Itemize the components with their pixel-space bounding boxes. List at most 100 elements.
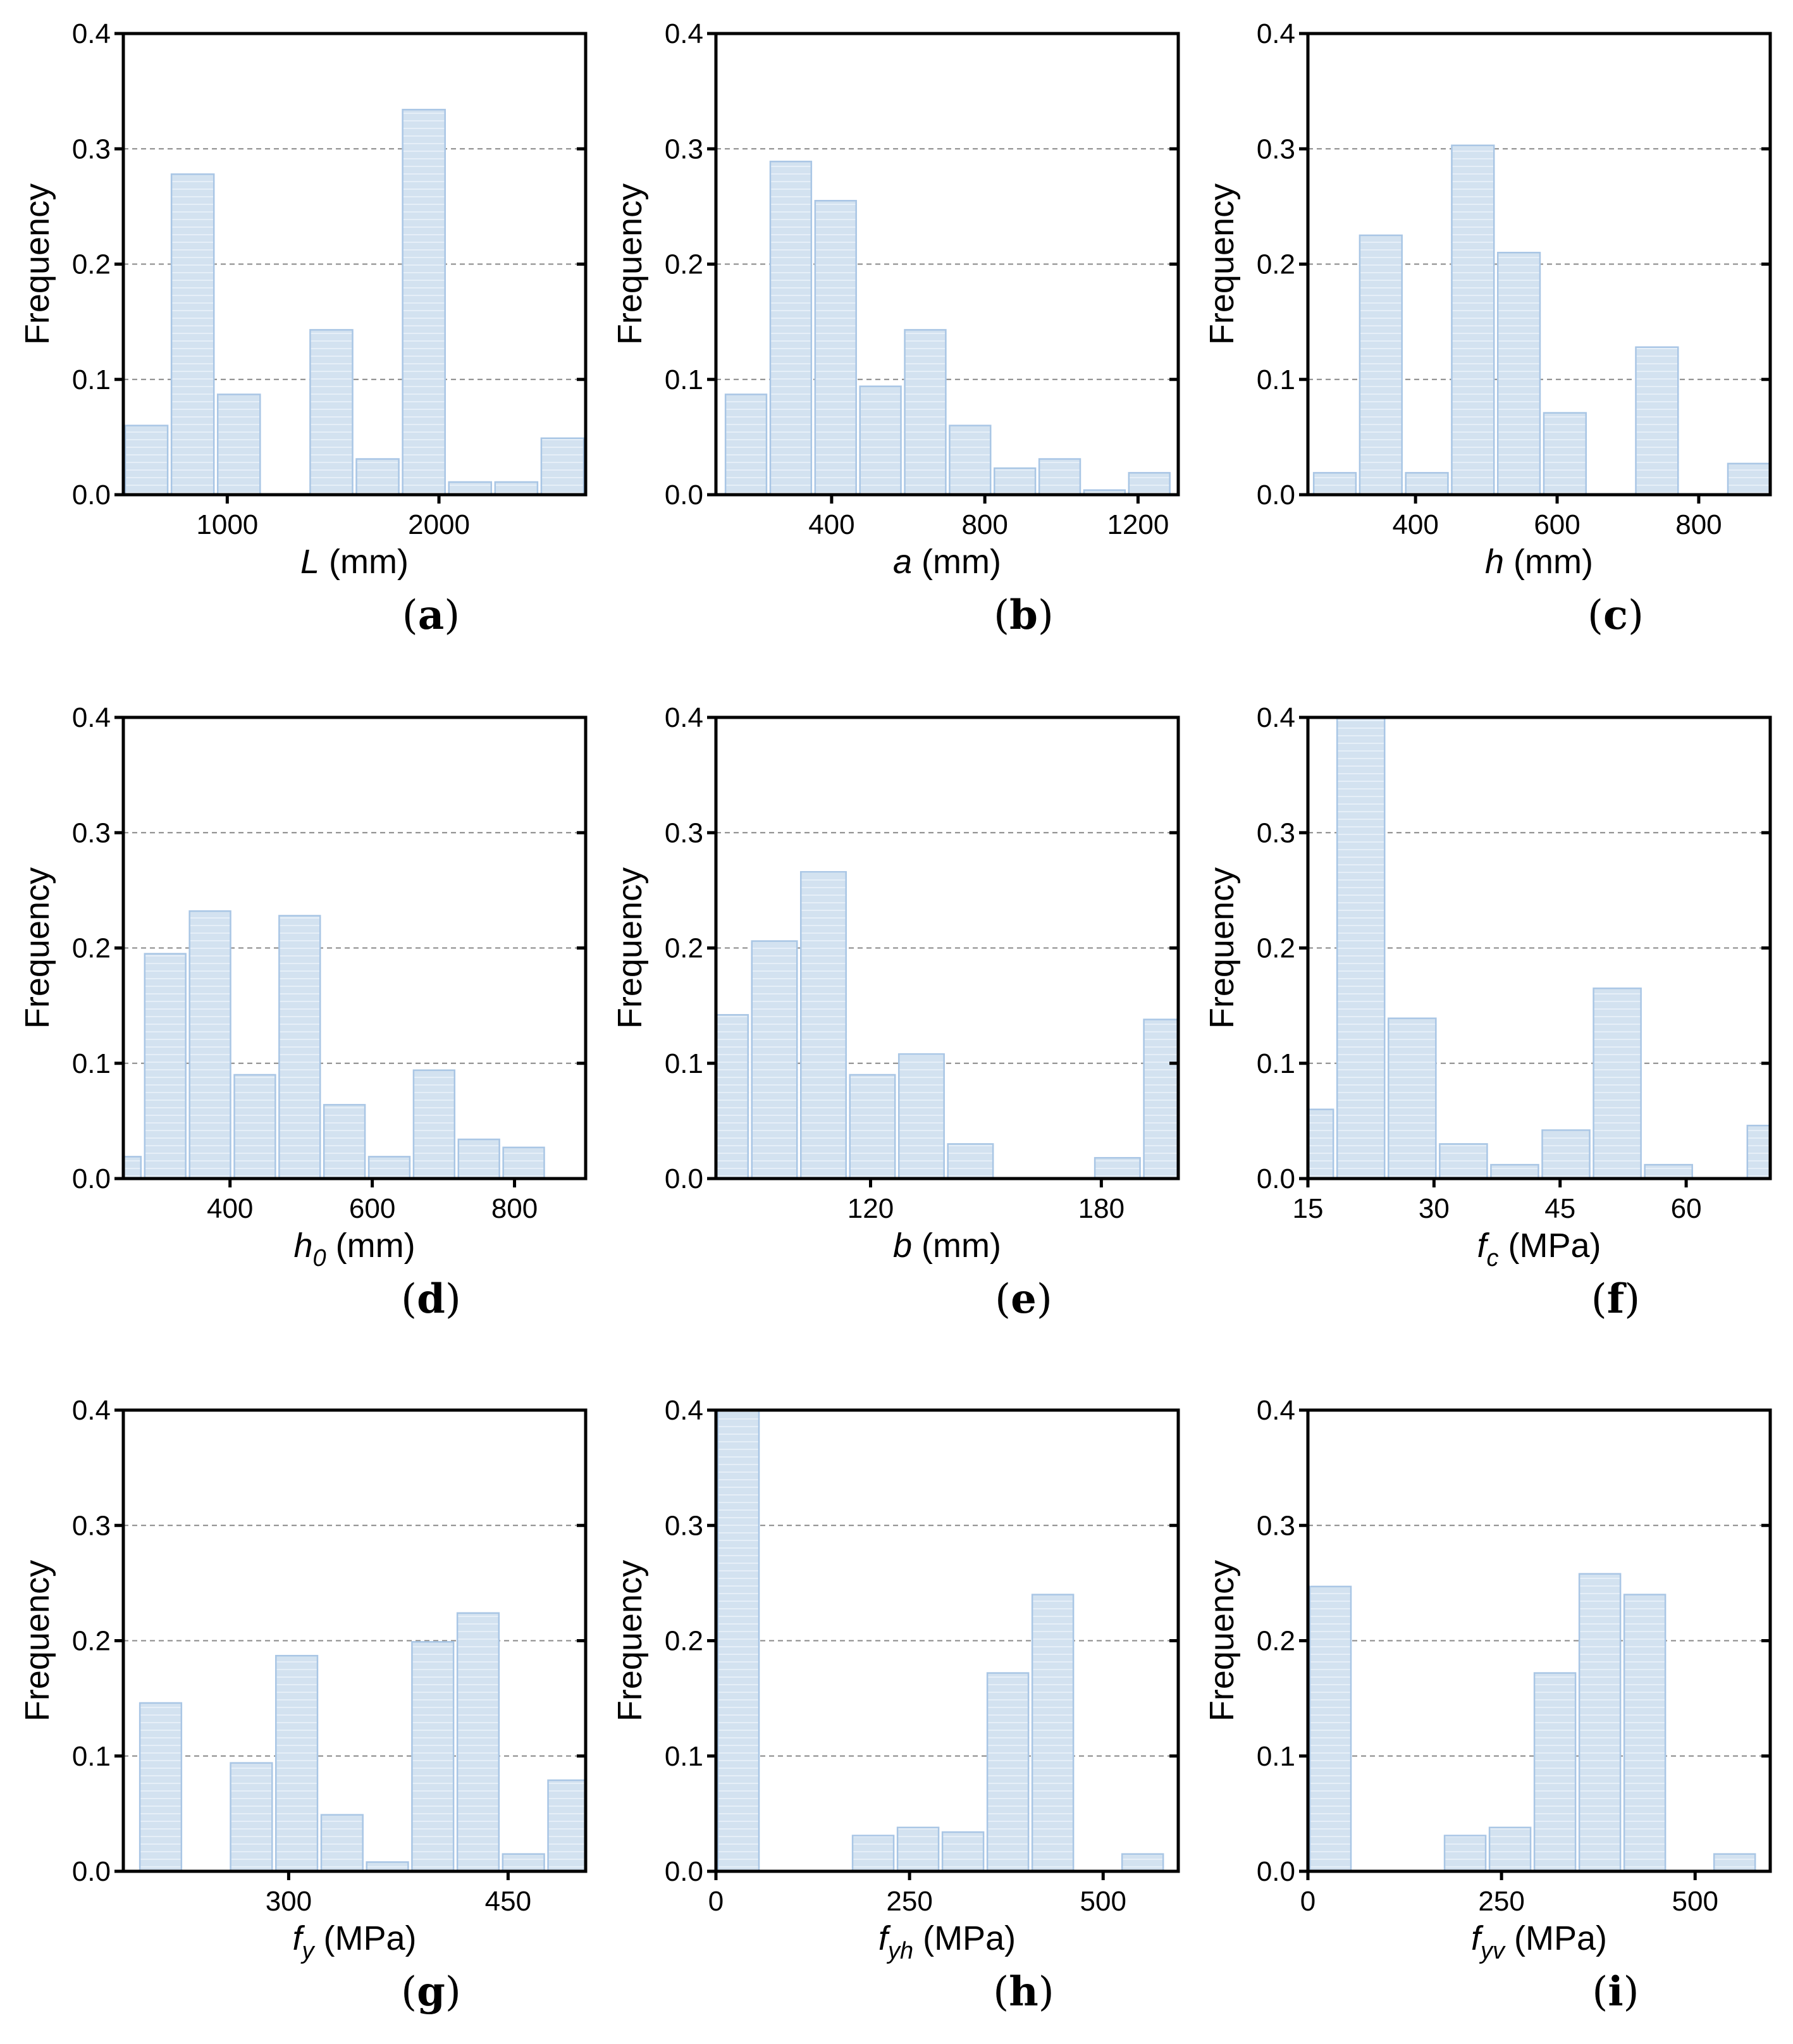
x-axis-variable: f <box>292 1919 305 1957</box>
bar <box>1308 1108 1334 1179</box>
y-axis-label: Frequency <box>1203 183 1241 345</box>
x-axis-variable: a <box>893 543 912 581</box>
panel-paren-close: ) <box>1038 1969 1054 2016</box>
panel-paren-close: ) <box>444 592 460 639</box>
bar <box>144 953 187 1179</box>
x-axis-variable: f <box>878 1919 891 1957</box>
bar <box>1336 717 1386 1179</box>
y-tick-label: 0.3 <box>665 133 703 164</box>
y-tick-label: 0.4 <box>1257 18 1295 49</box>
bar <box>230 1762 273 1871</box>
x-axis-variable: h <box>293 1227 312 1265</box>
x-axis-unit: (mm) <box>319 543 409 581</box>
y-tick-label: 0.3 <box>72 133 111 164</box>
y-tick-label: 0.1 <box>1257 1048 1295 1079</box>
x-tick-label: 15 <box>1293 1193 1324 1224</box>
x-axis-subscript: y <box>300 1938 316 1964</box>
bar <box>1439 1143 1488 1179</box>
bar <box>1309 1585 1352 1871</box>
panel-label: (c) <box>1587 592 1644 639</box>
x-tick-label: 2000 <box>408 509 470 540</box>
x-axis-variable: f <box>1477 1227 1489 1265</box>
bar <box>1623 1594 1667 1871</box>
bar <box>355 458 400 495</box>
bar <box>896 1826 940 1871</box>
y-tick-label: 0.1 <box>72 364 111 395</box>
bar <box>216 393 261 495</box>
bars <box>724 161 1171 495</box>
y-tick-label: 0.0 <box>1257 480 1295 511</box>
panel-letter: h <box>1009 1968 1038 2016</box>
bar <box>411 1641 455 1871</box>
y-tick-label: 0.4 <box>1257 1395 1295 1426</box>
bar <box>502 1853 545 1871</box>
panel-paren-open: ( <box>1591 1276 1607 1323</box>
y-tick-label: 0.4 <box>72 1395 111 1426</box>
x-axis-variable: h <box>1485 543 1504 581</box>
panel-paren-open: ( <box>995 1276 1011 1323</box>
panel-paren-close: ) <box>1624 1276 1640 1323</box>
bar <box>139 1702 183 1871</box>
y-tick-label: 0.2 <box>1257 249 1295 280</box>
bar <box>1388 1017 1437 1179</box>
y-tick-label: 0.3 <box>1257 133 1295 164</box>
bar <box>402 109 446 495</box>
panel-label: (f) <box>1591 1275 1640 1323</box>
panel-paren-open: ( <box>1592 1969 1608 2016</box>
panel-letter: a <box>418 592 444 639</box>
x-tick-label: 30 <box>1419 1193 1450 1224</box>
bar <box>849 1074 896 1179</box>
panel-paren-close: ) <box>1038 592 1054 639</box>
x-axis-unit: (MPa) <box>1505 1919 1607 1957</box>
y-tick-label: 0.4 <box>1257 702 1295 733</box>
panel-label: (i) <box>1592 1968 1639 2016</box>
x-axis-label: fc (MPa) <box>1477 1227 1601 1272</box>
x-axis-label: h0 (mm) <box>293 1227 415 1272</box>
bar <box>1541 1129 1591 1179</box>
y-tick-label: 0.0 <box>72 1163 111 1194</box>
y-axis-label: Frequency <box>1203 867 1241 1029</box>
bars <box>139 1612 586 1871</box>
y-tick-label: 0.0 <box>1257 1163 1295 1194</box>
x-tick-label: 400 <box>207 1193 253 1224</box>
panel-letter: c <box>1603 592 1628 639</box>
y-tick-label: 0.2 <box>665 933 703 964</box>
bar <box>716 1013 749 1179</box>
bar <box>1143 1019 1178 1179</box>
y-axis-label: Frequency <box>611 867 649 1029</box>
y-tick-label: 0.2 <box>72 1626 111 1657</box>
x-tick-label: 0 <box>708 1886 724 1917</box>
y-tick-label: 0.1 <box>72 1048 111 1079</box>
x-tick-label: 45 <box>1544 1193 1575 1224</box>
panel-label: (g) <box>401 1968 461 2016</box>
y-tick-label: 0.0 <box>1257 1856 1295 1887</box>
y-tick-label: 0.3 <box>72 817 111 848</box>
bar <box>494 481 539 495</box>
bar <box>1094 1156 1141 1179</box>
y-tick-label: 0.0 <box>665 480 703 511</box>
bar <box>1443 1835 1487 1871</box>
bar <box>1031 1594 1075 1871</box>
y-tick-label: 0.4 <box>665 18 703 49</box>
y-tick-label: 0.2 <box>72 249 111 280</box>
x-axis-variable: f <box>1471 1919 1484 1957</box>
y-tick-label: 0.2 <box>1257 933 1295 964</box>
panel-paren-close: ) <box>1037 1276 1052 1323</box>
bar <box>751 940 798 1179</box>
x-tick-label: 450 <box>485 1886 531 1917</box>
subplot-d: 0.0 0.1 0.2 0.3 0.4 400 600 800 h0 (mm) Frequency… <box>18 702 588 1323</box>
y-tick-label: 0.2 <box>72 933 111 964</box>
panel-letter: d <box>417 1275 445 1323</box>
y-axis-label: Frequency <box>18 183 56 345</box>
bar <box>123 1156 142 1179</box>
x-tick-label: 600 <box>1534 509 1580 540</box>
bar <box>233 1074 276 1179</box>
bar <box>1359 234 1403 495</box>
bar <box>1578 1573 1622 1871</box>
x-axis-unit: (mm) <box>1504 543 1593 581</box>
y-tick-label: 0.2 <box>1257 1626 1295 1657</box>
panel-paren-close: ) <box>1624 1969 1639 2016</box>
bar <box>456 1612 500 1871</box>
bar <box>1038 458 1081 495</box>
